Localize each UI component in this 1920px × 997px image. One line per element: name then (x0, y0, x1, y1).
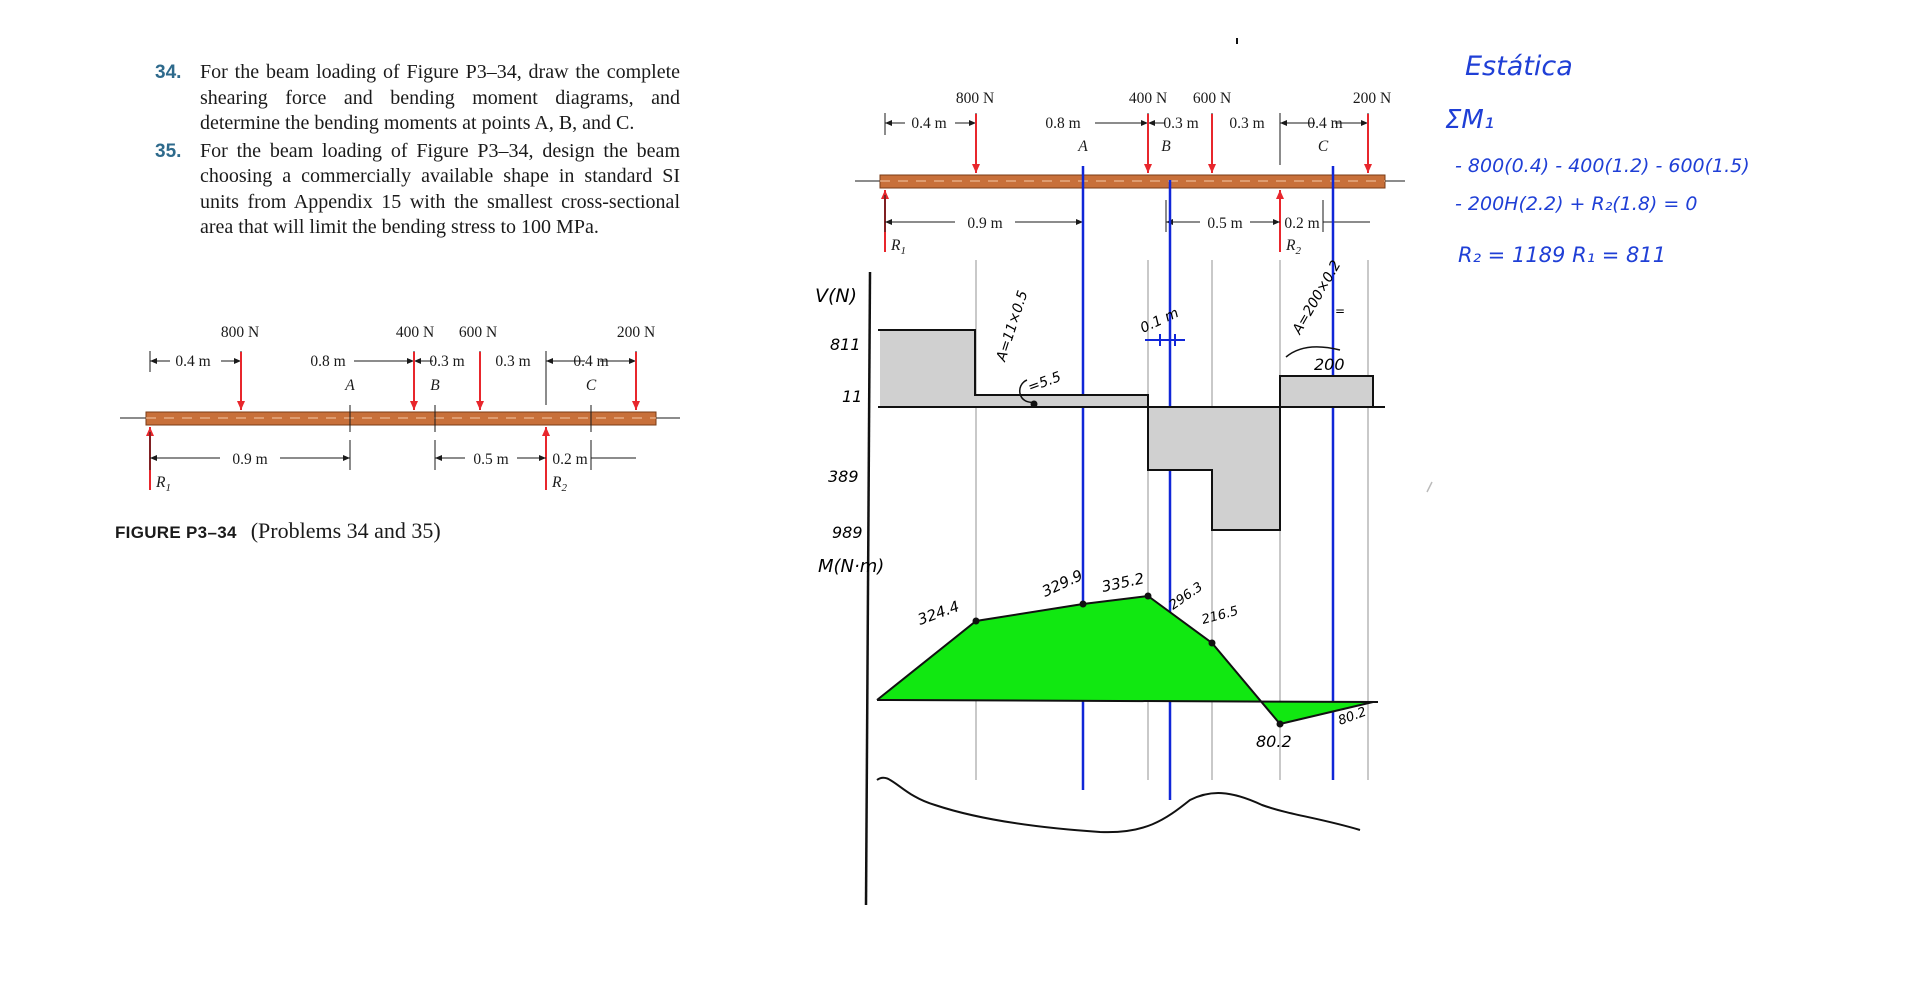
moment-baseline (876, 699, 1379, 703)
dim-label: 0.4 m (175, 353, 210, 370)
figure-caption: FIGURE P3–34 (Problems 34 and 35) (115, 518, 441, 544)
dim-label: 0.8 m (310, 353, 345, 370)
dim-label: 0.4 m (911, 115, 946, 132)
bottom-dimensions (149, 432, 636, 470)
point-label: C (586, 377, 597, 394)
shear-value: 989 (832, 523, 863, 542)
figure-right: 800 N 400 N 600 N 200 N 0.4 m 0.8 m 0.3 … (855, 90, 1405, 257)
problem-list: 34. For the beam loading of Figure P3–34… (155, 60, 680, 243)
distance-note: 0.1 m (1138, 305, 1181, 337)
point-label: A (344, 377, 355, 394)
load-label: 200 N (617, 324, 655, 341)
shear-value: 811 (830, 335, 861, 354)
dim-label: 0.3 m (495, 353, 530, 370)
point-label: A (1077, 138, 1088, 155)
figure-left: 800 N 400 N 600 N 200 N 0.4 m 0.8 m 0.3 … (120, 324, 680, 494)
reaction-label: R1 (155, 474, 171, 494)
shear-axis-label: V(N) (815, 285, 857, 307)
caption-label: FIGURE P3–34 (115, 523, 237, 542)
load-label: 600 N (1193, 90, 1231, 107)
shear-value: 11 (842, 387, 862, 406)
point-label: C (1318, 138, 1329, 155)
load-label: 200 N (1353, 90, 1391, 107)
dim-label: 0.9 m (232, 451, 267, 468)
area-result: =5.5 (1026, 369, 1064, 396)
dim-label: 0.2 m (552, 451, 587, 468)
problem-35: 35. For the beam loading of Figure P3–34… (155, 139, 680, 241)
load-label: 800 N (221, 324, 259, 341)
dim-label: 0.3 m (1229, 115, 1264, 132)
dim-label: 0.8 m (1045, 115, 1080, 132)
equation-line: - 800(0.4) - 400(1.2) - 600(1.5) (1455, 155, 1750, 177)
load-label: 400 N (396, 324, 434, 341)
sum-moment-label: ΣM₁ (1445, 105, 1494, 135)
load-label: 800 N (956, 90, 994, 107)
load-label: 400 N (1129, 90, 1167, 107)
top-dimensions (149, 351, 637, 405)
dim-label: 0.4 m (1307, 115, 1342, 132)
load-label: 600 N (459, 324, 497, 341)
dim-label: 0.9 m (967, 215, 1002, 232)
moment-axis-label: M(N·m) (818, 556, 884, 577)
dim-label: 0.5 m (473, 451, 508, 468)
shear-end-value: 200 (1314, 355, 1345, 374)
dim-label: 0.3 m (1163, 115, 1198, 132)
problem-number: 34. (155, 62, 182, 83)
notes-title: Estática (1465, 51, 1573, 82)
shear-curve (878, 329, 1374, 531)
problem-text: For the beam loading of Figure P3–34, de… (200, 139, 680, 239)
dim-label: 0.3 m (429, 353, 464, 370)
reaction-label: R1 (890, 237, 906, 257)
area-note: A=11×0.5 (993, 289, 1031, 365)
reaction-label: R2 (1285, 237, 1301, 257)
moment-value: 329.9 (1039, 566, 1086, 600)
moment-value: 335.2 (1100, 569, 1146, 596)
dim-label: 0.2 m (1284, 215, 1319, 232)
equation-line: - 200H(2.2) + R₂(1.8) = 0 (1455, 193, 1697, 215)
area-note-2-sub: = (1335, 304, 1345, 318)
hand-notes: Estática ΣM₁ - 800(0.4) - 400(1.2) - 600… (1445, 51, 1750, 267)
caption-text: (Problems 34 and 35) (250, 518, 441, 543)
problem-34: 34. For the beam loading of Figure P3–34… (155, 60, 680, 137)
problem-number: 35. (155, 140, 182, 162)
deflection-curve (876, 776, 1361, 834)
moment-value: 216.5 (1200, 604, 1240, 628)
point-label: B (430, 377, 440, 394)
result-line: R₂ = 1189 R₁ = 811 (1458, 243, 1666, 267)
shear-value: 389 (828, 467, 859, 486)
point-label: B (1161, 138, 1171, 155)
moment-value: 296.3 (1167, 580, 1206, 614)
point-dot (1030, 400, 1038, 408)
reaction-label: R2 (551, 474, 567, 494)
vertical-axis (864, 271, 872, 906)
moment-diagram: M(N·m) 324.4 329.9 335.2 296.3 216.5 80.… (818, 556, 1379, 834)
moment-value: 80.2 (1256, 732, 1292, 751)
dim-label: 0.5 m (1207, 215, 1242, 232)
problem-text: For the beam loading of Figure P3–34, dr… (200, 61, 680, 134)
area-note-2: A=200×0.2 (1289, 258, 1344, 338)
dim-label: 0.4 m (573, 353, 608, 370)
moment-value: 324.4 (915, 597, 962, 629)
